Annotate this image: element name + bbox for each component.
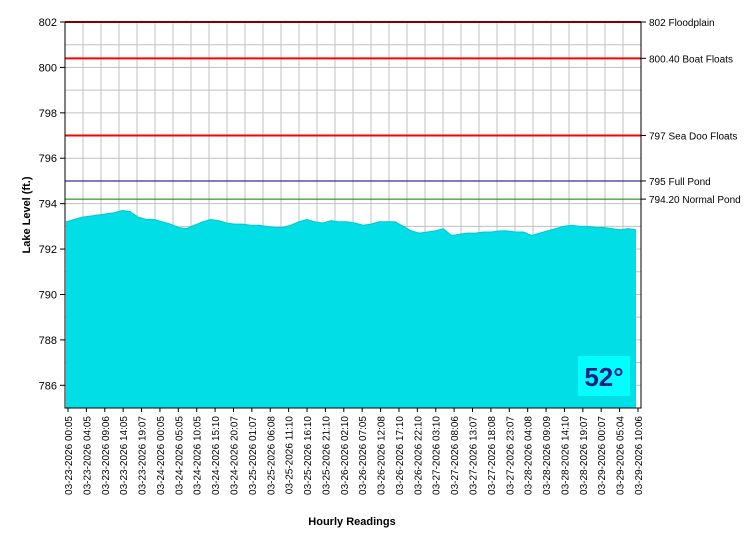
x-tick-label: 03-23-2026 00:05 [64, 416, 75, 495]
y-axis-ticks: 802 800 798 796 794 792 790 788 786 [39, 17, 65, 392]
area-layer [65, 209, 637, 408]
x-tick-label: 03-26-2026 22:10 [413, 416, 424, 495]
x-tick-label: 03-27-2026 03:10 [432, 416, 443, 495]
x-tick-label: 03-24-2026 15:10 [211, 416, 222, 495]
x-tick-label: 03-26-2026 17:10 [395, 416, 406, 495]
reference-label: 797 Sea Doo Floats [649, 132, 737, 143]
x-tick-label: 03-23-2026 19:07 [138, 416, 149, 495]
x-tick-label: 03-24-2026 10:05 [193, 416, 204, 495]
x-tick-label: 03-24-2026 20:07 [229, 416, 240, 495]
x-tick-label: 03-23-2026 09:06 [101, 416, 112, 495]
y-tick-label: 800 [39, 62, 57, 74]
x-tick-label: 03-28-2026 04:08 [524, 416, 535, 495]
reference-label: 794.20 Normal Pond [649, 195, 741, 206]
x-tick-label: 03-25-2026 21:10 [321, 416, 332, 495]
reference-label: 795 Full Pond [649, 177, 711, 188]
x-tick-label: 03-28-2026 09:09 [542, 416, 553, 495]
series-top-edge [65, 209, 637, 236]
reference-labels: 802 Floodplain 800.40 Boat Floats 797 Sea … [641, 18, 741, 206]
y-tick-label: 790 [39, 289, 57, 301]
y-tick-label: 786 [39, 380, 57, 392]
x-tick-label: 03-25-2026 11:10 [285, 416, 296, 495]
x-tick-label: 03-25-2026 16:10 [303, 416, 314, 495]
x-tick-label: 03-29-2026 00:07 [597, 416, 608, 495]
plot-border [64, 21, 642, 409]
y-axis-label: Lake Level (ft.) [21, 176, 33, 253]
series-hatching [66, 210, 636, 408]
x-tick-label: 03-26-2026 02:10 [340, 416, 351, 495]
temperature-badge: 52° [578, 356, 630, 396]
reference-label: 800.40 Boat Floats [649, 54, 733, 65]
x-tick-label: 03-28-2026 14:10 [560, 416, 571, 495]
x-tick-label: 03-27-2026 13:07 [469, 416, 480, 495]
y-tick-label: 802 [39, 17, 57, 29]
y-tick-label: 794 [39, 199, 57, 211]
y-tick-label: 798 [39, 108, 57, 120]
y-tick-label: 788 [39, 335, 57, 347]
x-axis-label: Hourly Readings [308, 516, 395, 528]
x-tick-label: 03-25-2026 06:08 [266, 416, 277, 495]
x-tick-label: 03-27-2026 18:08 [487, 416, 498, 495]
x-tick-label: 03-23-2026 14:05 [119, 416, 130, 495]
reference-label: 802 Floodplain [649, 18, 715, 29]
x-axis-ticks: 03-23-2026 00:05 03-23-2026 04:05 03-23-20… [64, 408, 645, 495]
x-tick-label: 03-24-2026 00:05 [156, 416, 167, 495]
temperature-badge-background [578, 356, 630, 396]
x-tick-label: 03-27-2026 23:07 [505, 416, 516, 495]
x-tick-label: 03-26-2026 12:08 [377, 416, 388, 495]
x-tick-label: 03-29-2026 10:06 [634, 416, 645, 495]
x-tick-label: 03-23-2026 04:05 [82, 416, 93, 495]
x-tick-label: 03-26-2026 07:05 [358, 416, 369, 495]
y-tick-label: 792 [39, 244, 57, 256]
y-tick-label: 796 [39, 153, 57, 165]
x-tick-label: 03-27-2026 08:06 [450, 416, 461, 495]
temperature-badge-text: 52° [584, 362, 623, 392]
x-tick-label: 03-28-2026 19:07 [579, 416, 590, 495]
x-tick-label: 03-24-2026 05:05 [174, 416, 185, 495]
x-tick-label: 03-29-2026 05:04 [616, 416, 627, 495]
x-tick-label: 03-25-2026 01:07 [248, 416, 259, 495]
